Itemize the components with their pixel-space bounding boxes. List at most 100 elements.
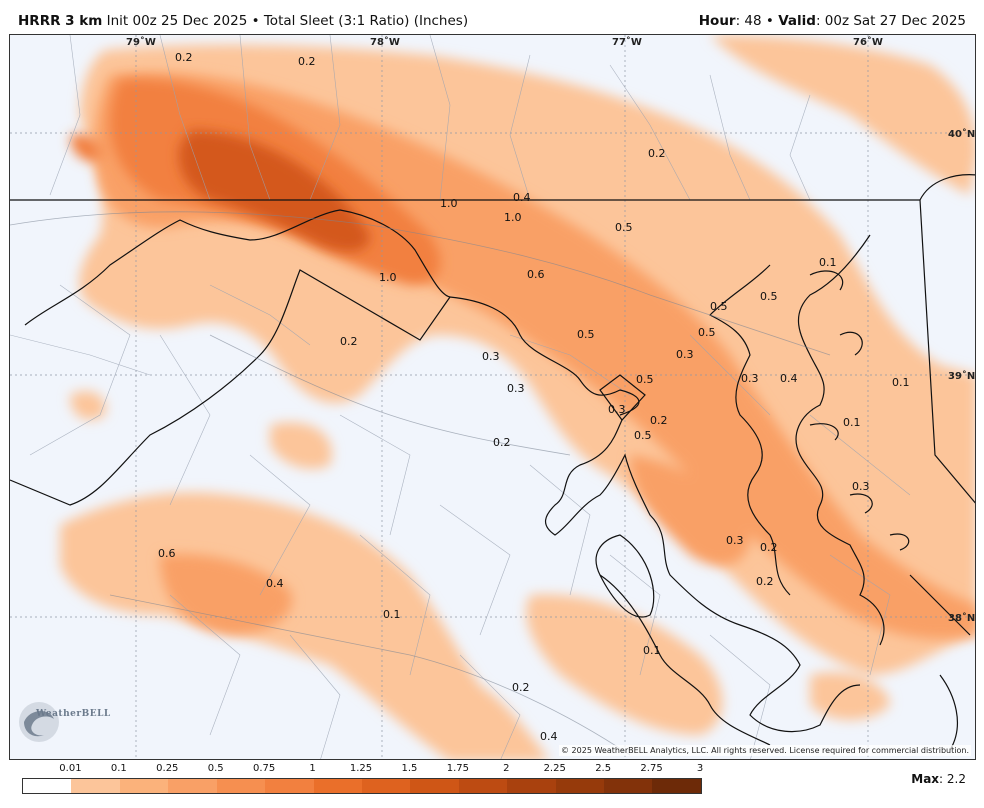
logo-text: WeatherBELL (36, 709, 111, 719)
max-value-box: Max: 2.2 (911, 772, 966, 786)
legend-tick-label: 0.5 (207, 763, 224, 774)
legend-swatch (410, 779, 459, 793)
de-nj-border (919, 174, 975, 201)
legend-tick-label: 1.25 (349, 763, 373, 774)
product-name: Total Sleet (3:1 Ratio) (Inches) (263, 13, 469, 29)
lon-label-76w: 76˚W (853, 36, 883, 48)
lat-label-38n: 38˚N (948, 612, 975, 624)
color-legend: 0.01 0.1 0.25 0.5 0.75 1 1.25 1.5 1.75 2 2.25 2.5 2.… (22, 763, 704, 803)
roads (10, 211, 831, 756)
contour-label: 0.3 (726, 534, 744, 547)
contour-label: 0.3 (852, 480, 870, 493)
header-separator: • (251, 13, 260, 29)
hour-label: Hour (698, 13, 736, 29)
contour-label: 0.4 (540, 730, 558, 743)
lat-label-40n: 40˚N (948, 128, 975, 140)
contour-label: 0.5 (698, 326, 716, 339)
lon-label-77w: 77˚W (612, 36, 642, 48)
contour-label: 0.1 (819, 256, 837, 269)
contour-label: 0.4 (513, 191, 531, 204)
contour-label: 0.3 (482, 350, 500, 363)
legend-ticks: 0.01 0.1 0.25 0.5 0.75 1 1.25 1.5 1.75 2 2.25 2.5 2.… (22, 763, 704, 777)
legend-tick-label: 0.75 (253, 763, 276, 774)
model-name: HRRR 3 km (18, 13, 103, 29)
legend-swatch (168, 779, 217, 793)
va-wv-border (10, 269, 451, 506)
contour-label: 0.5 (634, 429, 652, 442)
legend-color-bar (22, 778, 702, 794)
contour-label: 0.5 (760, 290, 778, 303)
bay-mouth (909, 574, 971, 751)
legend-swatch (555, 779, 605, 793)
legend-tick-label: 1.75 (446, 763, 469, 774)
contour-label: 0.2 (756, 575, 774, 588)
contour-label: 0.2 (175, 51, 193, 64)
contour-label: 0.5 (577, 328, 595, 341)
lat-label-39n: 39˚N (948, 370, 975, 382)
init-time: Init 00z 25 Dec 2025 (106, 13, 248, 29)
legend-tick-label: 0.25 (156, 763, 179, 774)
legend-swatch (604, 779, 653, 793)
contour-label: 1.0 (379, 271, 397, 284)
contour-label: 0.1 (643, 644, 661, 657)
contour-label: 0.5 (710, 300, 728, 313)
contour-label: 0.2 (298, 55, 316, 68)
contour-label: 1.0 (504, 211, 522, 224)
header-right: Hour: 48 • Valid: 00z Sat 27 Dec 2025 (699, 13, 966, 29)
tidewater-river (599, 574, 771, 746)
lon-label-79w: 79˚W (126, 36, 156, 48)
contour-labels: 0.2 0.2 0.2 1.0 0.4 1.0 0.5 0.6 1.0 0.2 … (158, 51, 910, 743)
legend-tick-label: 3 (696, 763, 704, 774)
contour-label: 0.2 (493, 436, 511, 449)
legend-swatch (119, 779, 169, 793)
contour-label: 1.0 (440, 197, 458, 210)
chesapeake-east (795, 234, 885, 646)
contour-label: 0.5 (615, 221, 633, 234)
copyright-notice: © 2025 WeatherBELL Analytics, LLC. All r… (559, 745, 971, 756)
de-border (919, 199, 975, 504)
legend-swatch (507, 779, 556, 793)
sleet-heavy-area (178, 130, 370, 252)
contour-label: 0.6 (527, 268, 545, 281)
contour-label: 0.3 (608, 403, 626, 416)
contour-label: 0.2 (512, 681, 530, 694)
legend-tick-label: 2.75 (640, 763, 663, 774)
legend-tick-label: 2.5 (595, 763, 612, 774)
valid-label: Valid (778, 13, 816, 29)
legend-swatch (71, 779, 120, 793)
map-header: HRRR 3 km Init 00z 25 Dec 2025 • Total S… (0, 0, 984, 34)
wv-md-border (24, 209, 451, 326)
max-label: Max (911, 772, 940, 786)
logo-swirl-icon (19, 702, 59, 742)
dc-boundary (599, 374, 646, 421)
legend-tick-label: 1.5 (401, 763, 418, 774)
legend-tick-label: 2.25 (543, 763, 566, 774)
contour-label: 0.2 (340, 335, 358, 348)
lon-label-78w: 78˚W (370, 36, 400, 48)
max-value: : 2.2 (939, 772, 966, 786)
valid-value: : 00z Sat 27 Dec 2025 (815, 13, 966, 29)
coordinate-labels: 79˚W 78˚W 77˚W 76˚W 40˚N 39˚N 38˚N (126, 36, 975, 624)
legend-swatch (23, 779, 72, 793)
contour-label: 0.6 (158, 547, 176, 560)
legend-swatch (652, 779, 701, 793)
contour-label: 0.5 (636, 373, 654, 386)
va-coastline (595, 534, 655, 618)
map-panel: 79˚W 78˚W 77˚W 76˚W 40˚N 39˚N 38˚N 0.2 0… (9, 34, 976, 760)
weatherbell-logo: WeatherBELL (14, 697, 114, 747)
contour-label: 0.4 (780, 372, 798, 385)
contour-label: 0.4 (266, 577, 284, 590)
legend-tick-label: 0.1 (110, 763, 127, 774)
graticule (10, 35, 975, 759)
contour-label: 0.3 (507, 382, 525, 395)
boundaries (10, 174, 975, 751)
county-lines (10, 35, 911, 759)
contour-label: 0.2 (760, 541, 778, 554)
legend-swatch (313, 779, 362, 793)
legend-tick-label: 1 (309, 763, 316, 774)
eastern-shore-inlets (809, 270, 910, 551)
legend-tick-label: 0.01 (59, 763, 82, 774)
legend-swatch (265, 779, 314, 793)
hour-value: : 48 (735, 13, 762, 29)
header-left: HRRR 3 km Init 00z 25 Dec 2025 • Total S… (18, 13, 468, 29)
